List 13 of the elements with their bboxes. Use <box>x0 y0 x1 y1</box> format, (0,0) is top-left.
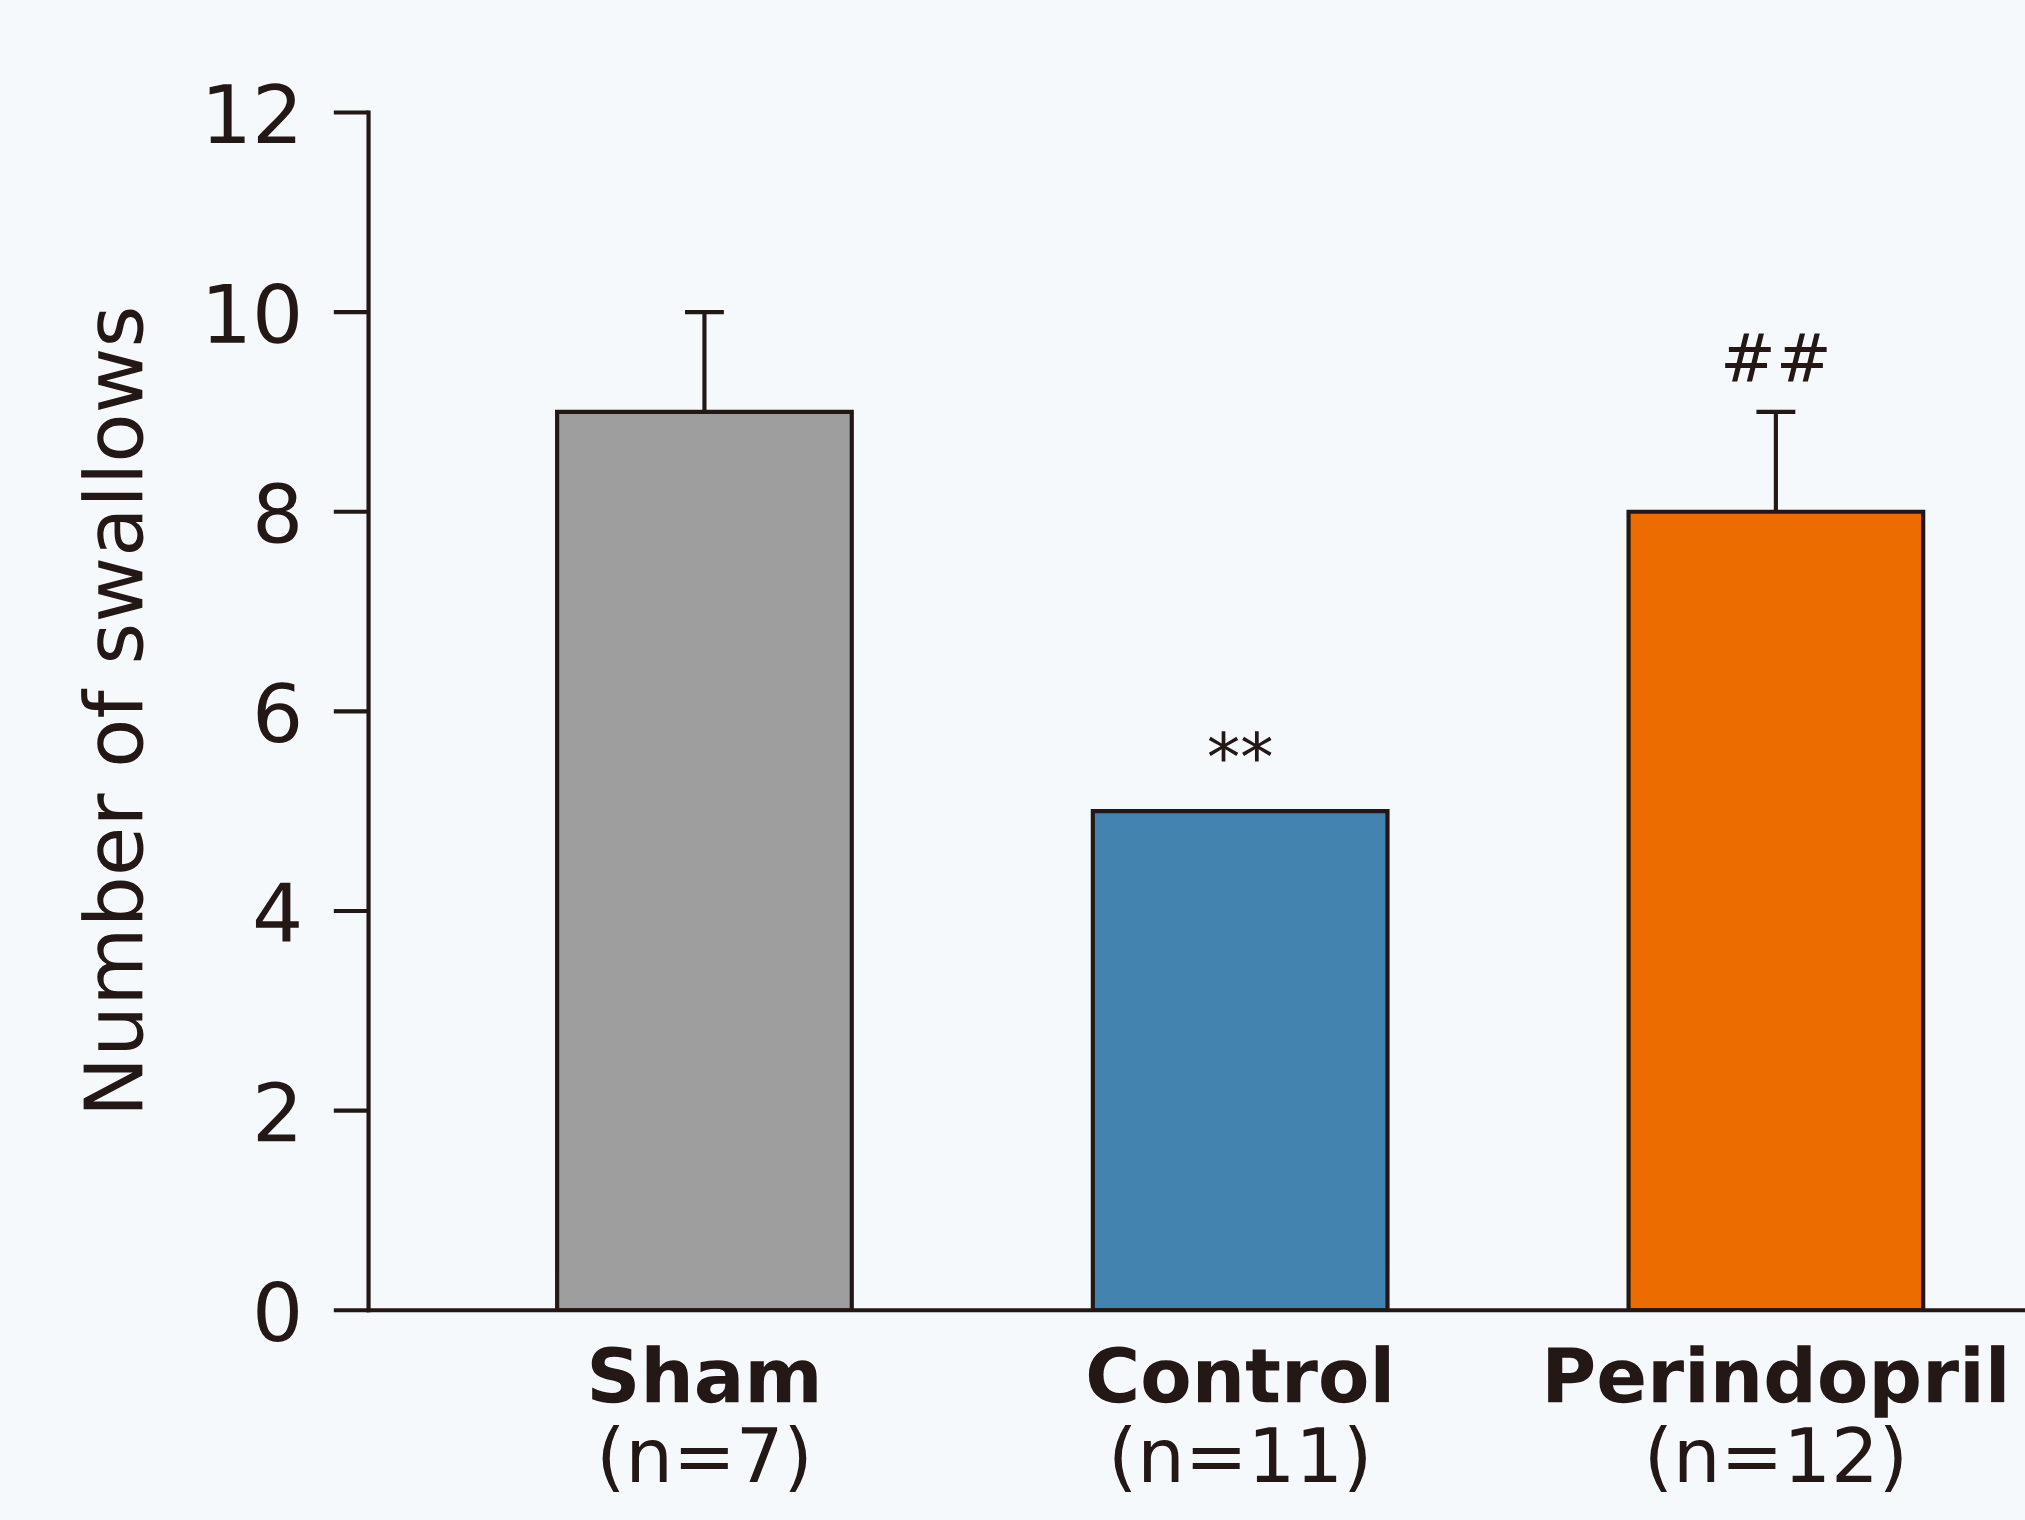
x-tick-label: Sham (n=7) <box>591 1345 817 1492</box>
y-tick-label: 8 <box>257 482 298 544</box>
y-tick-label: 6 <box>257 682 299 744</box>
y-tick-label: 0 <box>257 1281 298 1342</box>
y-tick-label: 2 <box>257 1081 296 1142</box>
y-tick-label: 4 <box>255 882 299 942</box>
annotation: ## <box>1725 333 1827 382</box>
annotation: ** <box>1208 731 1272 762</box>
x-tick-label: Perindopril (n=12) <box>1548 1345 2005 1492</box>
y-axis-title: Number of swallows <box>81 309 144 1110</box>
y-tick-label: 12 <box>209 83 296 144</box>
y-tick-label: 10 <box>209 282 298 344</box>
x-tick-label: Control (n=11) <box>1088 1345 1389 1492</box>
